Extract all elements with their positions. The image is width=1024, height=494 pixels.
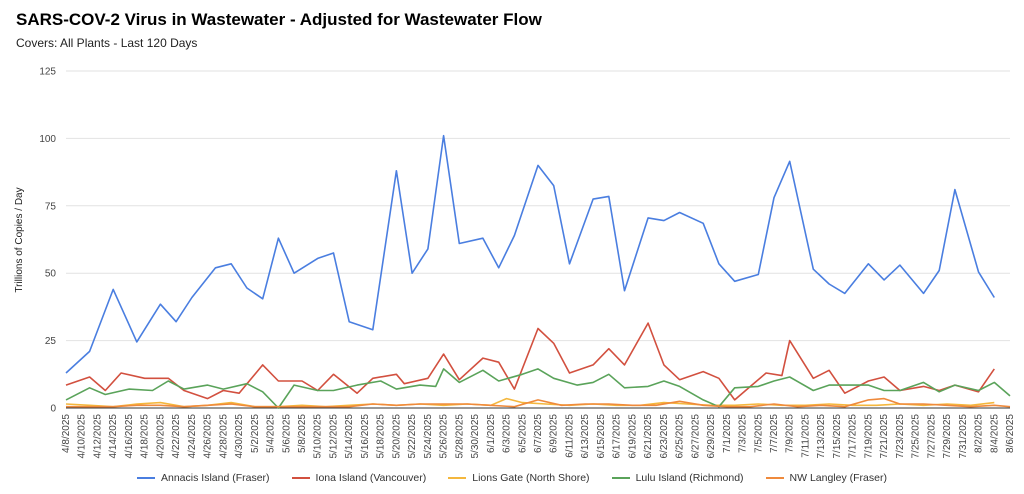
x-tick-label: 6/3/2025 — [502, 414, 513, 453]
legend-swatch — [137, 477, 155, 479]
line-chart: 0 25 50 75 100 125 4/8/2025 4/10/2025 4/12/2025… — [14, 67, 1016, 459]
x-tick-label: 6/25/2025 — [675, 414, 686, 459]
chart-title: SARS-COV-2 Virus in Wastewater - Adjuste… — [16, 10, 542, 29]
x-tick-label: 7/31/2025 — [958, 414, 969, 459]
x-tick-label: 5/16/2025 — [360, 414, 371, 459]
series-line-4 — [65, 368, 1011, 409]
x-tick-label: 7/29/2025 — [942, 414, 953, 459]
x-tick-label: 7/19/2025 — [863, 414, 874, 459]
x-tick-label: 7/7/2025 — [769, 414, 780, 453]
x-tick-label: 4/16/2025 — [124, 414, 135, 459]
x-tick-label: 8/6/2025 — [1005, 414, 1016, 453]
legend-label: Lulu Island (Richmond) — [635, 472, 744, 484]
x-tick-label: 4/8/2025 — [61, 414, 72, 453]
chart-subtitle: Covers: All Plants - Last 120 Days — [16, 36, 198, 50]
y-tick-label: 25 — [45, 336, 57, 347]
x-tick-label: 4/12/2025 — [92, 414, 103, 459]
y-tick-label: 75 — [45, 201, 57, 212]
x-tick-label: 7/9/2025 — [785, 414, 796, 453]
x-tick-label: 4/30/2025 — [234, 414, 245, 459]
y-tick-label: 0 — [50, 404, 56, 415]
x-tick-label: 4/24/2025 — [187, 414, 198, 459]
y-tick-label: 50 — [45, 269, 57, 280]
legend-swatch — [291, 477, 310, 479]
legend-label: Annacis Island (Fraser) — [161, 472, 270, 484]
gridlines — [66, 70, 1010, 409]
y-tick-label: 125 — [39, 67, 56, 78]
x-tick-label: 5/4/2025 — [266, 414, 277, 453]
x-tick-label: 4/10/2025 — [77, 414, 88, 459]
y-axis-label: Trillions of Copies / Day — [14, 187, 25, 292]
x-tick-label: 4/14/2025 — [108, 414, 119, 459]
series-lines — [65, 134, 1011, 409]
x-tick-label: 5/28/2025 — [454, 414, 465, 459]
x-tick-label: 7/27/2025 — [926, 414, 937, 459]
y-axis-ticks: 0 25 50 75 100 125 — [39, 67, 56, 415]
x-tick-label: 4/20/2025 — [155, 414, 166, 459]
legend-item: NW Langley (Fraser) — [765, 472, 887, 484]
legend: Annacis Island (Fraser) Iona Island (Vanc… — [0, 472, 1024, 484]
x-tick-label: 8/2/2025 — [974, 414, 985, 453]
legend-label: NW Langley (Fraser) — [789, 472, 887, 484]
x-tick-label: 8/4/2025 — [989, 414, 1000, 453]
x-tick-label: 6/5/2025 — [517, 414, 528, 453]
x-tick-label: 6/19/2025 — [627, 414, 638, 459]
x-tick-label: 7/23/2025 — [895, 414, 906, 459]
legend-label: Iona Island (Vancouver) — [315, 472, 427, 484]
series-line-2 — [65, 322, 995, 401]
x-tick-label: 5/6/2025 — [281, 414, 292, 453]
x-tick-label: 7/25/2025 — [911, 414, 922, 459]
x-tick-label: 5/30/2025 — [470, 414, 481, 459]
x-tick-label: 6/29/2025 — [706, 414, 717, 459]
legend-label: Lions Gate (North Shore) — [472, 472, 590, 484]
x-tick-label: 7/17/2025 — [848, 414, 859, 459]
x-tick-label: 5/24/2025 — [423, 414, 434, 459]
legend-item: Lions Gate (North Shore) — [448, 472, 590, 484]
series-line-5 — [66, 397, 1011, 408]
x-tick-label: 5/12/2025 — [328, 414, 339, 459]
x-axis-ticks: 4/8/2025 4/10/2025 4/12/2025 4/14/2025 4/16/… — [61, 414, 1016, 459]
x-tick-label: 5/26/2025 — [439, 414, 450, 459]
x-tick-label: 7/1/2025 — [722, 414, 733, 453]
x-tick-label: 5/10/2025 — [313, 414, 324, 459]
x-tick-label: 6/21/2025 — [643, 414, 654, 459]
x-tick-label: 7/5/2025 — [753, 414, 764, 453]
legend-swatch — [611, 477, 630, 479]
x-tick-label: 7/13/2025 — [816, 414, 827, 459]
x-tick-label: 4/28/2025 — [218, 414, 229, 459]
x-tick-label: 5/2/2025 — [250, 414, 261, 453]
x-tick-label: 6/17/2025 — [612, 414, 623, 459]
x-tick-label: 6/15/2025 — [596, 414, 607, 459]
legend-item: Lulu Island (Richmond) — [611, 472, 744, 484]
series-line-3 — [65, 397, 995, 408]
legend-item: Annacis Island (Fraser) — [137, 472, 270, 484]
x-tick-label: 6/13/2025 — [580, 414, 591, 459]
x-tick-label: 4/22/2025 — [171, 414, 182, 459]
x-tick-label: 6/27/2025 — [690, 414, 701, 459]
legend-swatch — [765, 477, 784, 479]
x-tick-label: 5/8/2025 — [297, 414, 308, 453]
legend-item: Iona Island (Vancouver) — [291, 472, 427, 484]
x-tick-label: 5/22/2025 — [407, 414, 418, 459]
x-tick-label: 7/21/2025 — [879, 414, 890, 459]
x-tick-label: 7/11/2025 — [800, 414, 811, 458]
x-tick-label: 5/14/2025 — [344, 414, 355, 459]
x-tick-label: 6/23/2025 — [659, 414, 670, 459]
x-tick-label: 5/20/2025 — [391, 414, 402, 459]
x-tick-label: 6/1/2025 — [486, 414, 497, 453]
y-tick-label: 100 — [39, 134, 56, 145]
x-tick-label: 6/11/2025 — [564, 414, 575, 458]
x-tick-label: 4/26/2025 — [203, 414, 214, 459]
series-line-1 — [65, 134, 995, 374]
legend-swatch — [448, 477, 467, 479]
x-tick-label: 7/3/2025 — [738, 414, 749, 453]
x-tick-label: 5/18/2025 — [376, 414, 387, 459]
x-tick-label: 6/7/2025 — [533, 414, 544, 453]
x-tick-label: 7/15/2025 — [832, 414, 843, 459]
x-tick-label: 4/18/2025 — [140, 414, 151, 459]
x-tick-label: 6/9/2025 — [549, 414, 560, 453]
